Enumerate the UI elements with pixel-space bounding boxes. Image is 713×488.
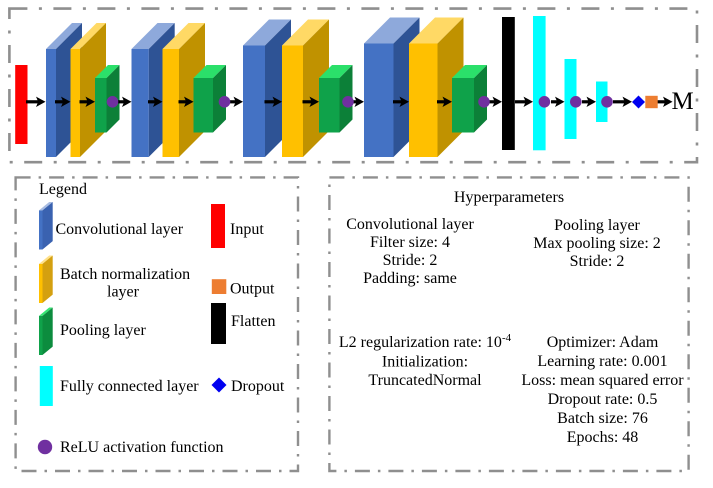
svg-text:L2 regularization rate: 10-4: L2 regularization rate: 10-4 bbox=[339, 332, 512, 351]
svg-text:Batch size: 76: Batch size: 76 bbox=[557, 410, 648, 427]
svg-text:Hyperparameters: Hyperparameters bbox=[454, 189, 564, 206]
svg-text:Convolutional layer: Convolutional layer bbox=[56, 221, 184, 238]
svg-text:Pooling layer: Pooling layer bbox=[60, 322, 146, 339]
svg-text:Stride: 2: Stride: 2 bbox=[383, 252, 438, 269]
svg-text:Flatten: Flatten bbox=[231, 313, 275, 330]
svg-text:Stride: 2: Stride: 2 bbox=[570, 253, 625, 270]
svg-text:Legend: Legend bbox=[39, 181, 87, 198]
svg-text:Optimizer: Adam: Optimizer: Adam bbox=[547, 334, 659, 351]
svg-text:Max pooling size: 2: Max pooling size: 2 bbox=[533, 235, 661, 252]
svg-text:Pooling layer: Pooling layer bbox=[554, 217, 640, 234]
svg-text:Batch normalization: Batch normalization bbox=[60, 266, 190, 283]
svg-text:Dropout: Dropout bbox=[231, 378, 285, 395]
svg-text:Initialization:: Initialization: bbox=[382, 354, 468, 371]
svg-text:Filter size: 4: Filter size: 4 bbox=[370, 234, 450, 251]
svg-text:Output: Output bbox=[230, 281, 275, 298]
svg-text:Learning rate: 0.001: Learning rate: 0.001 bbox=[537, 353, 667, 370]
svg-text:Loss: mean squared error: Loss: mean squared error bbox=[521, 372, 684, 389]
svg-text:Fully connected layer: Fully connected layer bbox=[60, 378, 199, 395]
svg-text:layer: layer bbox=[107, 284, 140, 301]
svg-text:Convolutional layer: Convolutional layer bbox=[346, 216, 474, 233]
svg-text:TruncatedNormal: TruncatedNormal bbox=[368, 372, 482, 389]
svg-text:M: M bbox=[672, 88, 694, 115]
svg-text:Dropout rate: 0.5: Dropout rate: 0.5 bbox=[548, 391, 658, 408]
svg-text:Padding: same: Padding: same bbox=[363, 270, 457, 287]
svg-text:Epochs: 48: Epochs: 48 bbox=[567, 429, 639, 446]
svg-text:ReLU activation function: ReLU activation function bbox=[60, 439, 224, 456]
svg-text:Input: Input bbox=[230, 221, 264, 238]
